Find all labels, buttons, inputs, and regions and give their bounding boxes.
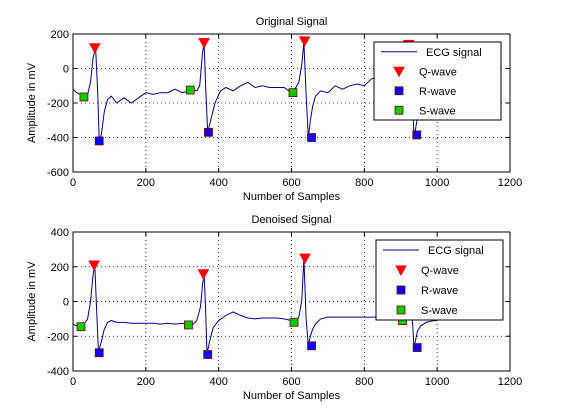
qwave-marker — [298, 36, 311, 47]
chart-denoised-signal: Denoised Signal Number of Samples Amplit… — [26, 214, 522, 402]
y-tick-label: -200 — [47, 331, 69, 343]
qwave-marker — [88, 260, 100, 272]
swave-marker — [288, 88, 298, 98]
legend-rwave-marker — [396, 285, 406, 295]
x-axis-label: Number of Samples — [243, 191, 341, 203]
legend-label: ECG signal — [428, 245, 484, 257]
rwave-marker — [203, 350, 213, 359]
y-tick-label: -400 — [47, 133, 69, 145]
legend: ECG signal Q-wave R-wave S-wave — [373, 41, 502, 121]
y-tick-label: -200 — [47, 98, 69, 110]
axes-box — [72, 33, 511, 173]
x-tick-label: 0 — [70, 177, 76, 189]
swave-marker — [185, 85, 195, 95]
chart-title: Original Signal — [256, 16, 328, 28]
legend-label: Q-wave — [419, 66, 457, 78]
axes-box — [72, 231, 511, 372]
x-tick-label: 800 — [355, 376, 373, 388]
legend-label: R-wave — [421, 285, 458, 297]
y-tick-label: -600 — [47, 167, 69, 179]
swave-marker — [76, 322, 86, 332]
x-tick-label: 1000 — [425, 177, 449, 189]
legend-label: S-wave — [421, 305, 458, 317]
qwave-marker — [299, 253, 311, 265]
x-tick-label: 400 — [209, 177, 227, 189]
legend-rwave-marker — [394, 86, 404, 96]
legend-label: R-wave — [419, 86, 456, 98]
legend-qwave-marker — [393, 66, 405, 78]
y-tick-label: 0 — [63, 297, 69, 309]
x-tick-label: 200 — [137, 177, 155, 189]
y-axis-label: Amplitude in mV — [26, 62, 38, 143]
qwave-marker — [197, 269, 210, 280]
swave-marker — [79, 92, 89, 102]
legend-swave-marker — [394, 105, 404, 115]
y-tick-label: 200 — [51, 29, 69, 41]
x-tick-label: 0 — [70, 376, 76, 388]
y-tick-label: -400 — [47, 366, 69, 378]
legend-label: Q-wave — [421, 265, 459, 277]
rwave-marker — [412, 130, 422, 140]
rwave-marker — [94, 136, 104, 146]
x-tick-label: 200 — [137, 376, 155, 388]
x-tick-label: 800 — [355, 177, 373, 189]
y-tick-label: 200 — [51, 262, 69, 274]
rwave-marker — [412, 343, 422, 352]
rwave-marker — [307, 133, 316, 142]
x-tick-label: 600 — [282, 376, 300, 388]
x-tick-label: 1000 — [425, 376, 449, 388]
swave-marker — [184, 320, 193, 330]
legend: ECG signal Q-wave R-wave S-wave — [375, 239, 504, 321]
legend-swave-marker — [396, 305, 406, 315]
legend-qwave-marker — [395, 265, 407, 277]
rwave-marker — [204, 127, 213, 137]
legend-label: S-wave — [419, 105, 456, 117]
legend-label: ECG signal — [426, 47, 482, 59]
swave-marker — [289, 317, 299, 327]
y-tick-label: 0 — [63, 64, 69, 76]
x-tick-label: 400 — [209, 376, 227, 388]
chart-title: Denoised Signal — [251, 214, 331, 226]
qwave-marker — [198, 38, 210, 49]
chart-original-signal: Original Signal Number of Samples Amplit… — [26, 16, 522, 203]
x-tick-label: 1200 — [498, 376, 522, 388]
y-axis-label: Amplitude in mV — [26, 261, 38, 342]
x-axis-label: Number of Samples — [243, 390, 341, 402]
qwave-marker — [89, 43, 101, 54]
rwave-marker — [307, 341, 316, 351]
x-tick-label: 1200 — [498, 177, 522, 189]
y-tick-label: 400 — [51, 227, 69, 239]
rwave-marker — [94, 348, 104, 358]
x-tick-label: 600 — [282, 177, 300, 189]
